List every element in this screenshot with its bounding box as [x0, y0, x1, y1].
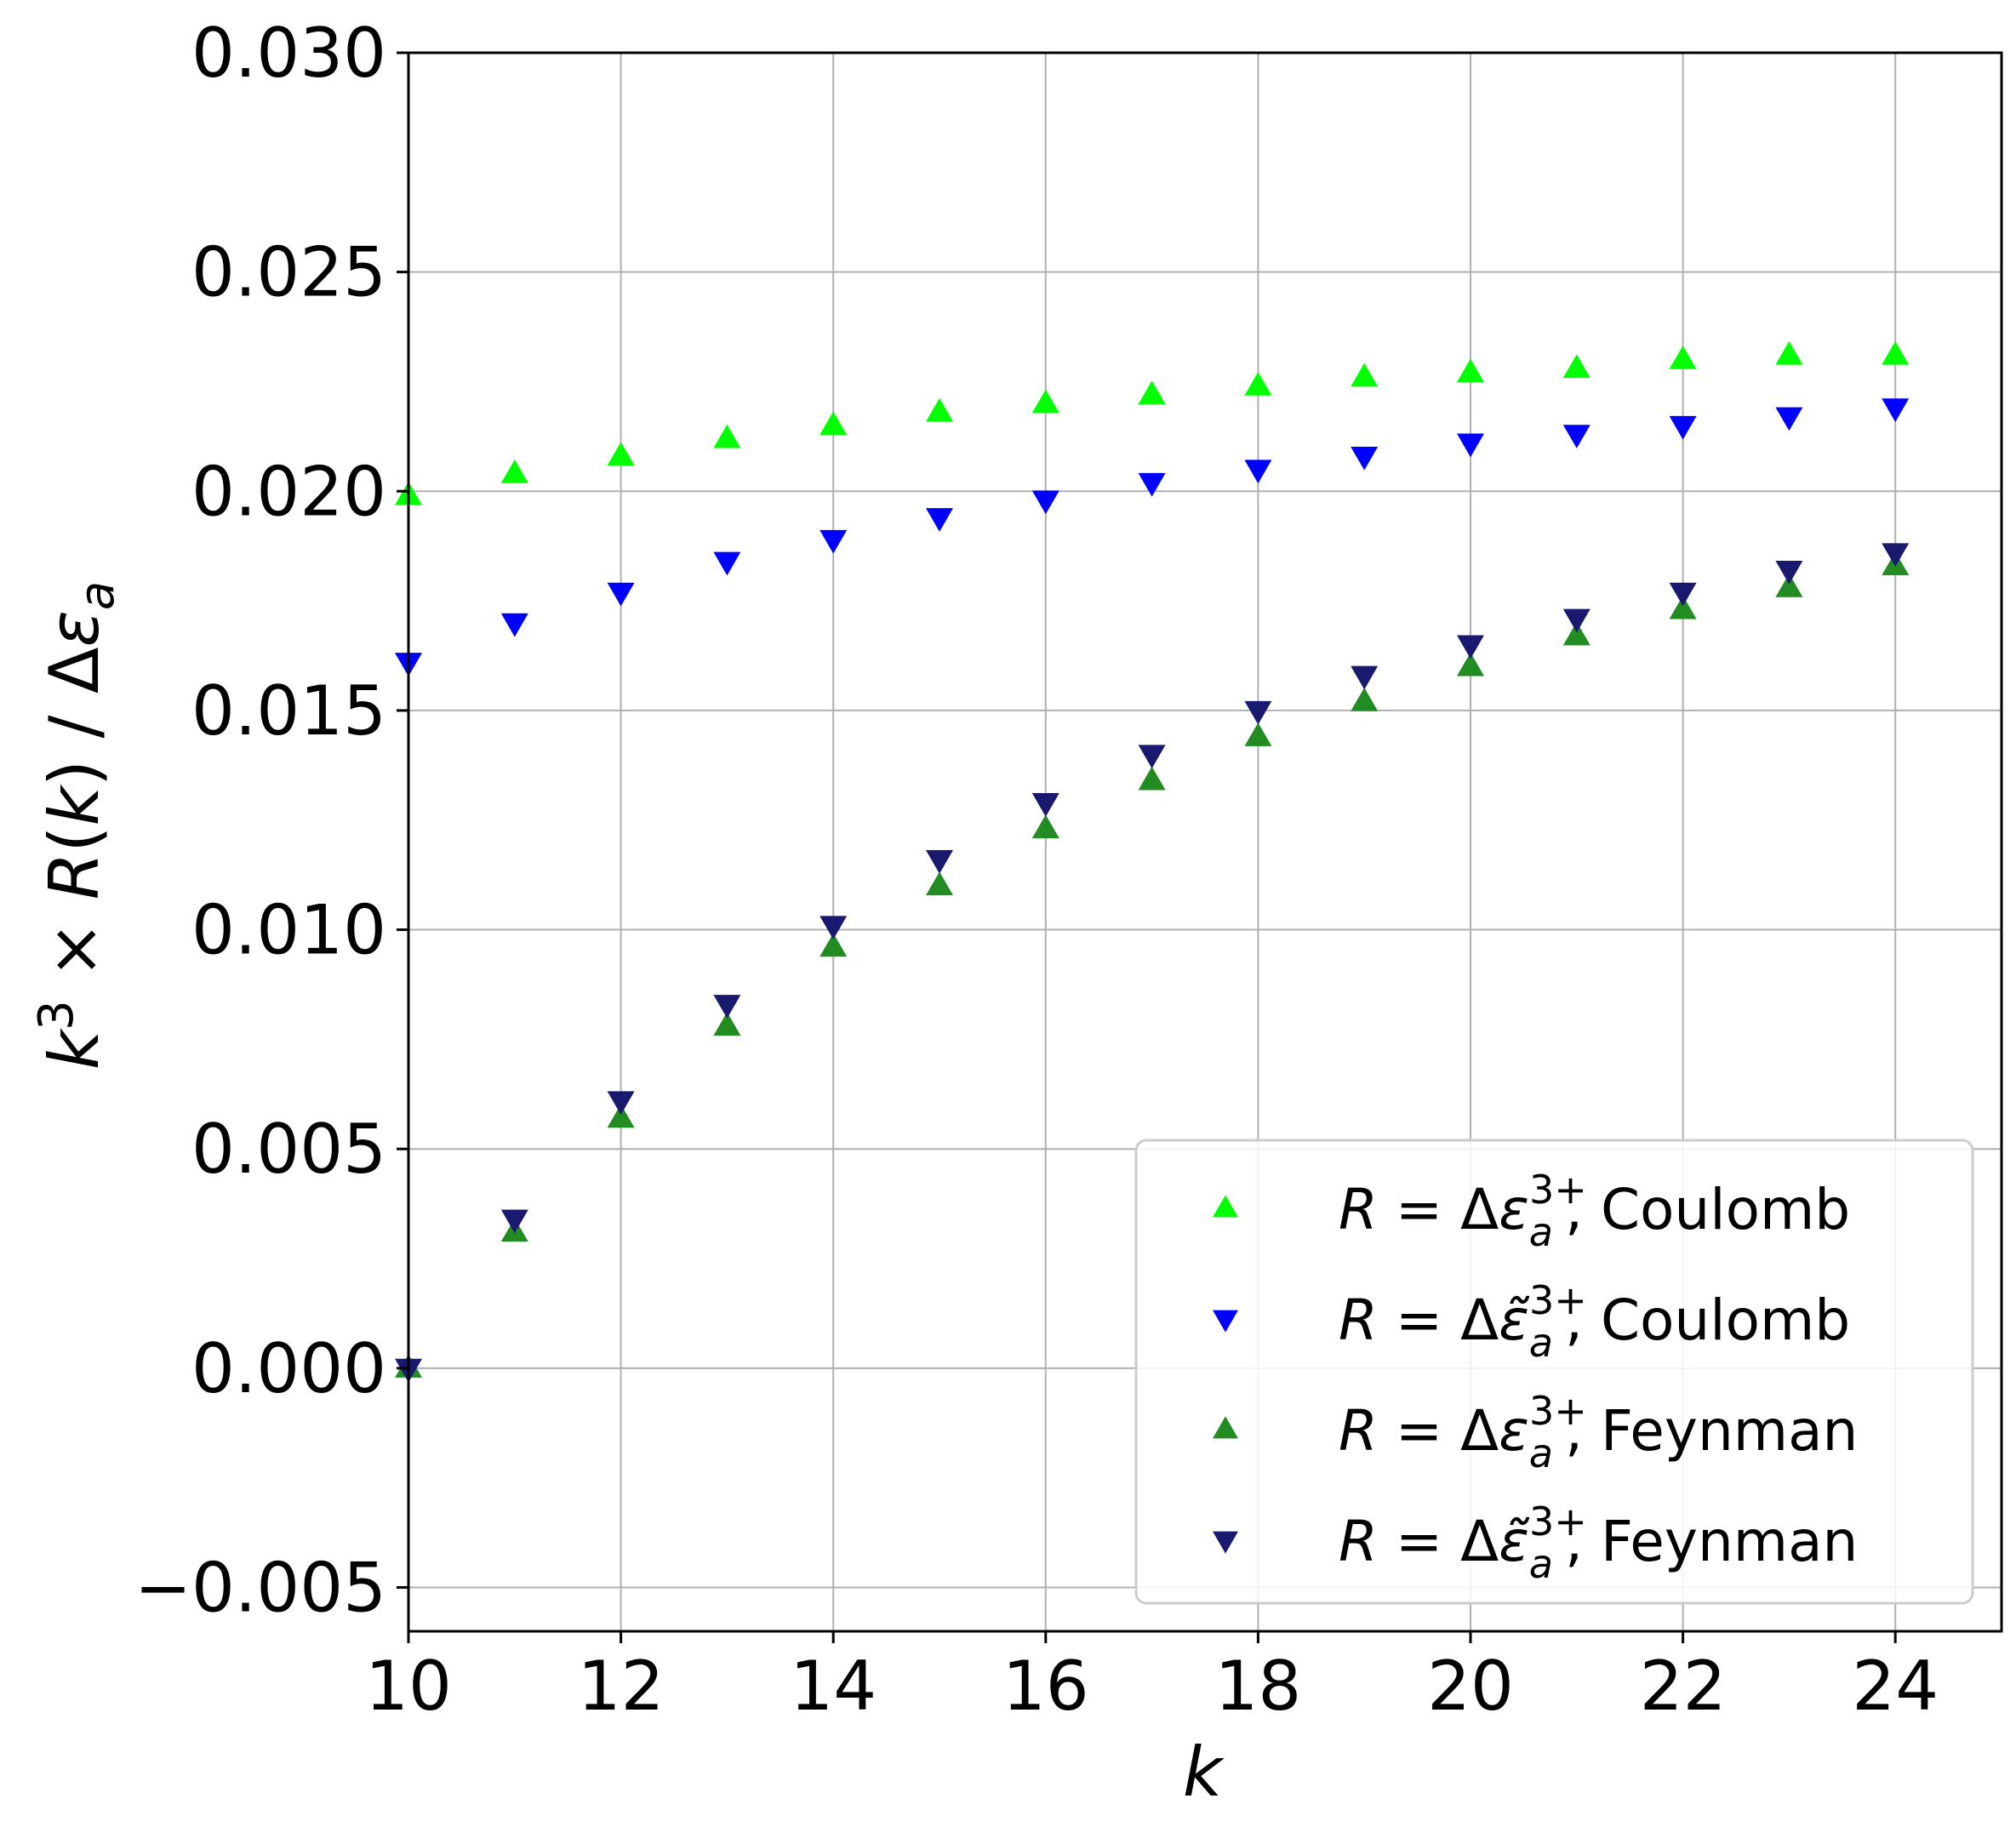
data-point: [1457, 652, 1484, 677]
axis-ticks: 10 12 14 16 18 20 22 24 −0.005 0.000 0.005 0.010 0.0…: [134, 14, 1939, 1726]
data-point: [1031, 814, 1059, 839]
data-point: [1351, 363, 1379, 387]
data-point: [926, 871, 953, 896]
legend-label: R = Δε̃3+ a, Feynman: [1339, 1499, 1858, 1587]
y-axis-label: k3 × R(k) / Δεa: [29, 581, 125, 1070]
legend-entry: R = Δε̃3+ a, Coulomb: [1213, 1277, 1850, 1366]
data-point: [1138, 472, 1166, 497]
data-point: [1031, 389, 1059, 414]
data-point: [1775, 574, 1803, 597]
data-point: [1244, 460, 1272, 484]
data-point: [713, 995, 741, 1019]
data-point: [1562, 425, 1591, 448]
data-point: [1351, 446, 1379, 471]
legend-entry: R = Δε3+ a, Coulomb: [1213, 1167, 1850, 1255]
data-point: [1562, 608, 1591, 633]
legend-entry: R = Δε3+ a, Feynman: [1213, 1388, 1858, 1476]
data-point: [713, 424, 741, 448]
data-point: [500, 1209, 528, 1234]
data-point: [1244, 700, 1272, 725]
legend-label: R = Δε3+ a, Feynman: [1339, 1388, 1858, 1476]
data-point: [607, 1104, 635, 1128]
data-point: [1244, 722, 1272, 746]
data-point: [1351, 665, 1379, 690]
x-tick-label: 12: [578, 1647, 665, 1726]
data-point: [1138, 745, 1166, 769]
x-tick-label: 14: [790, 1647, 877, 1726]
data-point: [1882, 340, 1910, 365]
data-point: [1138, 380, 1166, 405]
data-point: [607, 1091, 635, 1116]
data-point: [1775, 407, 1803, 431]
data-point: [713, 1012, 741, 1036]
legend-label: R = Δε3+ a, Coulomb: [1339, 1167, 1850, 1255]
x-tick-label: 10: [365, 1647, 452, 1726]
data-point: [607, 582, 635, 607]
data-point: [1457, 635, 1484, 659]
data-point: [1882, 398, 1910, 423]
x-tick-label: 16: [1002, 1647, 1089, 1726]
data-point: [1244, 371, 1272, 396]
y-tick-label: 0.010: [191, 891, 386, 970]
y-tick-label: −0.005: [134, 1548, 386, 1627]
legend-marker: [1213, 1416, 1238, 1439]
data-point: [1775, 560, 1803, 585]
y-tick-label: 0.020: [191, 452, 386, 531]
data-point: [1031, 490, 1059, 515]
x-axis-label: k: [1183, 1733, 1225, 1812]
data-point: [1351, 687, 1379, 711]
x-tick-label: 18: [1215, 1647, 1302, 1726]
data-point: [1457, 433, 1484, 458]
data-point: [713, 551, 741, 576]
y-tick-label: 0.015: [191, 671, 386, 751]
legend-entry: R = Δε̃3+ a, Feynman: [1213, 1499, 1858, 1587]
y-tick-label: 0.005: [191, 1110, 386, 1189]
legend-label: R = Δε̃3+ a, Coulomb: [1339, 1277, 1850, 1366]
legend-frame: [1134, 1139, 1974, 1605]
legend-marker: [1213, 1531, 1238, 1554]
data-point: [1669, 415, 1697, 440]
grid: [408, 52, 2002, 1631]
data-point: [820, 933, 848, 957]
x-tick-label: 22: [1640, 1647, 1727, 1726]
x-tick-label: 20: [1427, 1647, 1514, 1726]
data-point: [820, 411, 848, 436]
data-point: [1138, 766, 1166, 791]
x-tick-label: 24: [1852, 1647, 1939, 1726]
legend-marker: [1213, 1310, 1238, 1333]
data-point: [1031, 793, 1059, 817]
data-point: [1457, 358, 1484, 383]
data-point: [1669, 345, 1697, 369]
plot-area-frame: [407, 51, 2003, 1633]
data-point: [607, 442, 635, 466]
data-point: [1775, 340, 1803, 365]
data-point: [926, 850, 953, 874]
data-point: [1882, 543, 1910, 568]
data-point: [820, 916, 848, 940]
data-points: [395, 340, 1910, 1383]
y-tick-label: 0.000: [191, 1329, 386, 1408]
data-point: [1669, 582, 1697, 607]
data-point: [820, 529, 848, 554]
series-1: [395, 340, 1910, 505]
y-tick-label: 0.025: [191, 233, 386, 312]
data-point: [926, 397, 953, 422]
y-tick-label: 0.030: [191, 14, 386, 93]
data-point: [500, 460, 528, 483]
data-point: [1669, 595, 1697, 619]
data-point: [926, 508, 953, 532]
series-2: [395, 398, 1910, 677]
data-point: [1562, 621, 1591, 646]
data-point: [1562, 354, 1591, 379]
legend-marker: [1213, 1195, 1238, 1218]
data-point: [500, 613, 528, 637]
legend: R = Δε3+ a, Coulomb R = Δε̃3+ a, Coulomb R =…: [1134, 1139, 1974, 1605]
